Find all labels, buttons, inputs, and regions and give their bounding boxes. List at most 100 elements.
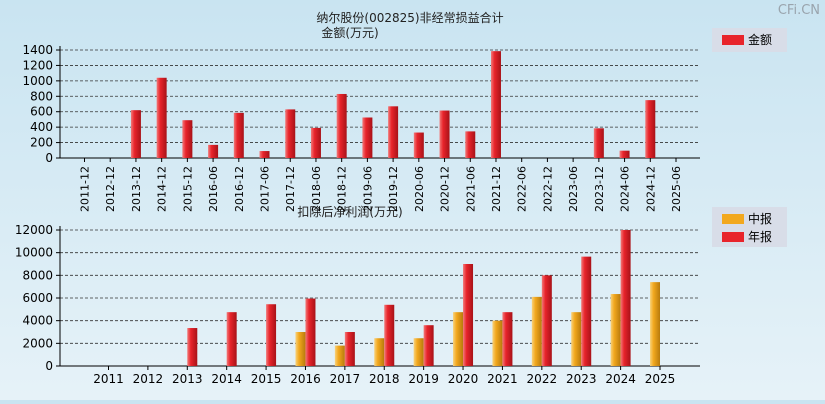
- y-tick-label: 200: [30, 136, 53, 150]
- x-tick-label: 2017: [330, 372, 361, 386]
- bar-annual: [187, 328, 198, 366]
- bar: [130, 110, 141, 158]
- x-tick-label: 2021: [487, 372, 518, 386]
- x-tick-label: 2013-12: [130, 166, 143, 212]
- x-tick-label: 2014: [211, 372, 242, 386]
- bar: [156, 77, 167, 158]
- bar-interim: [453, 312, 464, 366]
- y-tick-label: 4000: [22, 314, 53, 328]
- bar-annual: [463, 264, 474, 366]
- bar: [259, 151, 270, 158]
- x-tick-label: 2021-06: [464, 166, 477, 212]
- chart1-subtitle: 金额(万元): [321, 25, 378, 40]
- x-tick-label: 2020: [448, 372, 479, 386]
- legend-label: 年报: [748, 229, 772, 244]
- bar-interim: [610, 294, 621, 366]
- x-tick-label: 2016: [290, 372, 321, 386]
- y-tick-label: 1000: [22, 74, 53, 88]
- bar-annual: [581, 256, 592, 366]
- x-tick-label: 2020-12: [439, 166, 452, 212]
- x-tick-label: 2015: [251, 372, 282, 386]
- bar-annual: [620, 230, 631, 366]
- x-tick-label: 2020-06: [413, 166, 426, 212]
- x-tick-label: 2019-12: [387, 166, 400, 212]
- legend-swatch: [722, 232, 744, 242]
- bar: [439, 110, 450, 158]
- x-tick-label: 2016-12: [233, 166, 246, 212]
- bar: [388, 106, 399, 158]
- y-tick-label: 600: [30, 105, 53, 119]
- bar-annual: [226, 312, 237, 366]
- watermark: CFi.CN: [778, 3, 820, 18]
- y-tick-label: 0: [45, 151, 53, 165]
- x-tick-label: 2019: [408, 372, 439, 386]
- bar-annual: [541, 275, 552, 366]
- bar: [233, 112, 244, 158]
- bar-interim: [295, 332, 306, 366]
- legend-swatch: [722, 214, 744, 224]
- x-tick-label: 2025-06: [670, 166, 683, 212]
- legend-label: 中报: [748, 211, 772, 226]
- y-tick-label: 1200: [22, 58, 53, 72]
- x-tick-label: 2023-12: [593, 166, 606, 212]
- y-tick-label: 1400: [22, 43, 53, 57]
- y-tick-label: 10000: [15, 246, 53, 260]
- legend-swatch: [722, 35, 744, 45]
- chart1-title: 纳尔股份(002825)非经常损益合计: [316, 10, 503, 25]
- bar-annual: [423, 325, 434, 366]
- x-tick-label: 2024-12: [644, 166, 657, 212]
- x-tick-label: 2021-12: [490, 166, 503, 212]
- chart2-title: 扣除后净利润(万元): [297, 204, 402, 219]
- y-tick-label: 6000: [22, 291, 53, 305]
- y-tick-label: 8000: [22, 268, 53, 282]
- x-tick-label: 2023: [566, 372, 597, 386]
- bar: [465, 131, 476, 158]
- x-tick-label: 2019-06: [361, 166, 374, 212]
- bar-annual: [266, 304, 277, 366]
- bar-annual: [344, 332, 355, 366]
- chart2-plot: 0 2000 4000 6000 8000 10000 12000 2011 2012 2013 2…: [15, 223, 700, 386]
- x-tick-label: 2018-06: [310, 166, 323, 212]
- y-tick-label: 0: [45, 359, 53, 373]
- bar: [336, 93, 347, 158]
- y-tick-label: 12000: [15, 223, 53, 237]
- y-tick-label: 400: [30, 120, 53, 134]
- chart1-legend: 金额: [712, 28, 787, 52]
- x-tick-label: 2012-12: [104, 166, 117, 212]
- x-tick-label: 2025: [645, 372, 676, 386]
- bar: [362, 117, 373, 158]
- bar-annual: [502, 312, 513, 366]
- bar-interim: [492, 320, 503, 366]
- bar-annual: [384, 304, 395, 366]
- x-tick-label: 2024: [605, 372, 636, 386]
- x-tick-label: 2011: [93, 372, 124, 386]
- y-tick-label: 2000: [22, 336, 53, 350]
- bar: [182, 120, 193, 158]
- x-tick-label: 2018-12: [336, 166, 349, 212]
- bar-annual: [305, 298, 316, 366]
- bar-interim: [531, 296, 542, 366]
- x-tick-label: 2014-12: [156, 166, 169, 212]
- bar: [490, 51, 501, 158]
- bar: [413, 132, 424, 158]
- bar: [310, 127, 321, 158]
- x-tick-label: 2012: [133, 372, 164, 386]
- x-tick-label: 2017-06: [259, 166, 272, 212]
- bar-interim: [374, 338, 385, 366]
- x-tick-label: 2011-12: [79, 166, 92, 212]
- x-tick-label: 2022: [527, 372, 558, 386]
- x-tick-label: 2022-06: [516, 166, 529, 212]
- x-tick-label: 2016-06: [207, 166, 220, 212]
- x-tick-label: 2013: [172, 372, 203, 386]
- bar: [593, 128, 604, 158]
- x-tick-label: 2024-06: [619, 166, 632, 212]
- bar: [645, 100, 656, 158]
- bar-interim: [571, 312, 582, 366]
- bar: [619, 150, 630, 158]
- bar: [285, 109, 296, 158]
- x-tick-label: 2018: [369, 372, 400, 386]
